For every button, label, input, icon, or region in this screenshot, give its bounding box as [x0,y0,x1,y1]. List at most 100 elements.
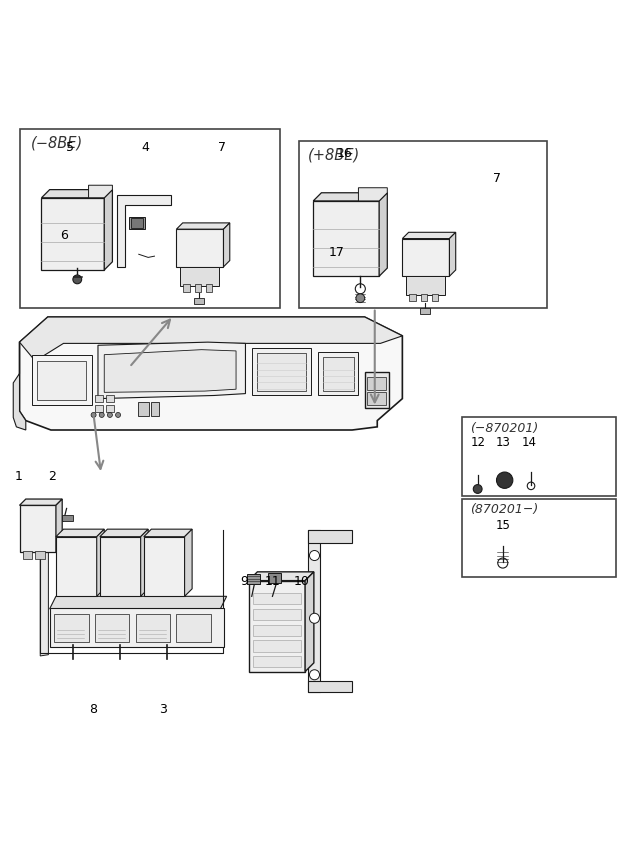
Bar [50,608,224,647]
Polygon shape [97,529,104,596]
Bar [206,285,212,292]
Polygon shape [268,573,281,583]
Bar [152,402,159,416]
Polygon shape [100,537,141,596]
Polygon shape [50,596,226,609]
Polygon shape [379,193,387,276]
Bar [138,402,149,416]
Bar [253,624,301,636]
Polygon shape [248,580,305,672]
Text: 7: 7 [218,141,226,154]
Text: 4: 4 [141,141,149,154]
Bar [367,392,386,405]
Bar [54,614,89,642]
Bar [37,361,86,400]
Polygon shape [144,537,184,596]
Polygon shape [313,201,379,276]
Polygon shape [305,572,314,672]
Polygon shape [42,198,104,270]
Bar [106,395,114,402]
Bar [35,551,45,559]
Text: 8: 8 [89,703,97,716]
Polygon shape [248,572,314,580]
Polygon shape [89,185,113,198]
Polygon shape [308,531,320,692]
Polygon shape [19,499,62,506]
Bar [409,294,416,301]
Polygon shape [130,217,145,229]
Text: 2: 2 [48,470,56,483]
Polygon shape [184,529,192,596]
Text: 15: 15 [496,519,510,531]
Polygon shape [104,350,236,392]
Text: 10: 10 [294,575,310,588]
Circle shape [309,613,320,624]
Bar [194,285,201,292]
Polygon shape [141,529,148,596]
Polygon shape [247,574,260,584]
Bar [253,593,301,605]
Bar [432,294,438,301]
Polygon shape [19,317,403,361]
Circle shape [309,550,320,561]
Polygon shape [179,267,219,286]
Circle shape [116,413,121,417]
Text: (−870201): (−870201) [470,422,538,435]
Circle shape [309,670,320,679]
Polygon shape [56,529,104,537]
Polygon shape [56,537,97,596]
Text: 5: 5 [66,141,74,154]
Text: 13: 13 [496,436,510,449]
Text: 1: 1 [14,470,22,483]
Polygon shape [19,317,403,430]
Polygon shape [406,276,445,295]
Bar [19,129,280,308]
Polygon shape [176,229,223,267]
Bar [462,499,616,577]
Bar [136,614,170,642]
Bar [253,656,301,667]
Polygon shape [450,232,456,276]
Polygon shape [56,499,62,552]
Polygon shape [104,189,113,270]
Polygon shape [100,529,148,537]
Circle shape [99,413,104,417]
Bar [253,640,301,652]
Polygon shape [403,232,456,238]
Polygon shape [176,223,230,229]
Bar [176,614,211,642]
Bar [299,141,547,308]
Bar [421,294,427,301]
Text: 3: 3 [159,703,167,716]
Polygon shape [98,342,245,399]
Polygon shape [313,193,387,201]
Circle shape [356,294,365,303]
Bar [32,354,92,405]
Polygon shape [13,342,26,430]
Polygon shape [403,238,450,276]
Bar [462,417,616,496]
Text: 16: 16 [337,147,352,160]
Polygon shape [223,223,230,267]
Text: 11: 11 [265,575,281,588]
Text: 14: 14 [521,436,537,449]
Bar [106,405,114,413]
Bar [253,609,301,620]
Polygon shape [359,187,387,201]
Text: 7: 7 [493,172,501,185]
Text: 17: 17 [329,246,345,259]
Text: (+8BE): (+8BE) [308,148,360,163]
Bar [23,551,32,559]
Polygon shape [308,531,352,543]
Bar [323,357,354,391]
Text: 6: 6 [60,229,69,242]
Bar [95,395,103,402]
Bar [252,348,311,396]
Bar [365,372,389,408]
Polygon shape [42,189,113,198]
Circle shape [73,275,82,284]
Bar [183,285,189,292]
Circle shape [473,484,482,494]
Bar [257,353,306,391]
Polygon shape [308,681,352,692]
